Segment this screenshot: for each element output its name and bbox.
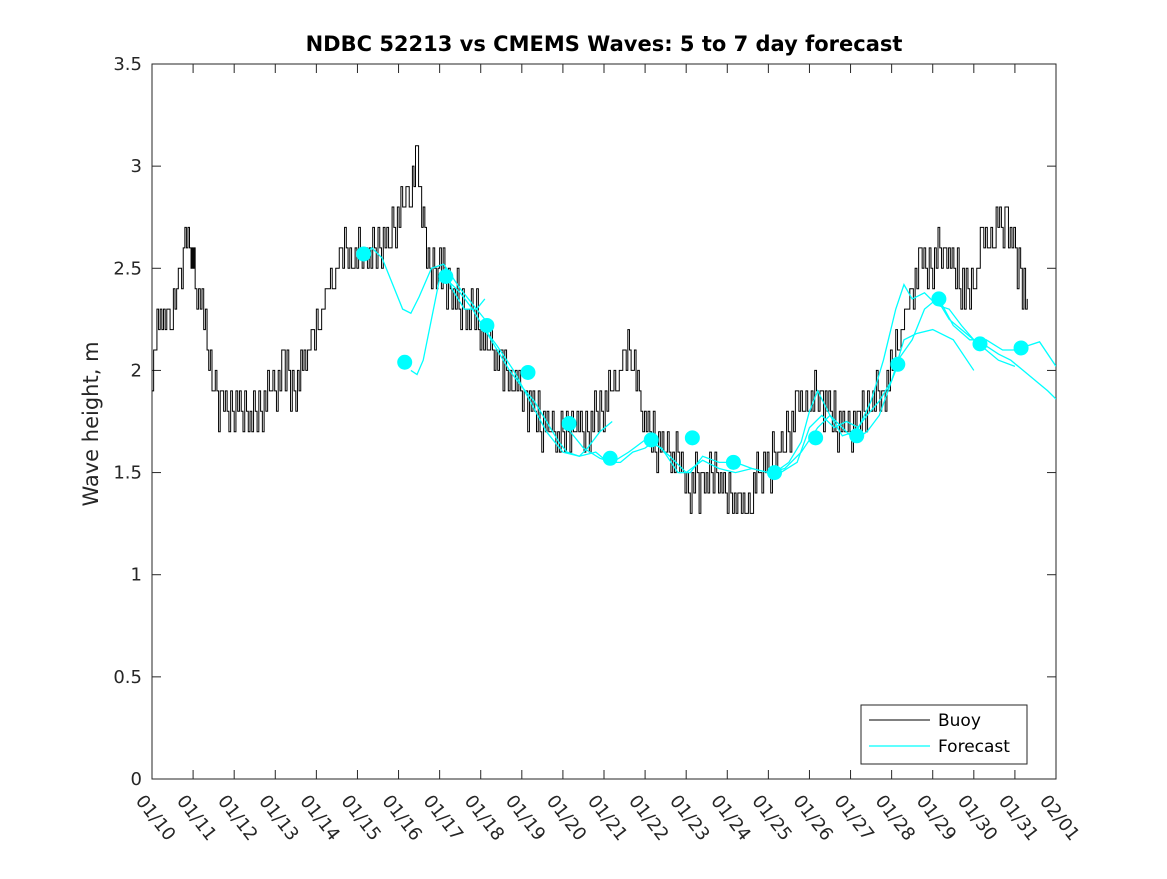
forecast-line: [938, 298, 1056, 367]
x-tick-label: 01/28: [871, 791, 919, 845]
forecast-line: [652, 414, 860, 474]
x-tick-label: 01/24: [706, 791, 754, 845]
x-tick-label: 01/21: [583, 791, 631, 845]
x-tick-label: 01/14: [295, 791, 343, 845]
y-tick-label: 0.5: [113, 667, 142, 688]
x-tick-label: 01/30: [953, 791, 1001, 845]
forecast-marker: [520, 364, 536, 380]
legend-label-buoy: Buoy: [938, 711, 981, 731]
forecast-marker: [931, 291, 947, 307]
legend-label-forecast: Forecast: [938, 737, 1010, 757]
forecast-marker: [808, 430, 824, 446]
x-tick-label: 01/16: [378, 791, 426, 845]
x-tick-label: 01/11: [172, 791, 220, 845]
legend: Buoy Forecast: [860, 704, 1028, 765]
x-tick-label: 01/23: [665, 791, 713, 845]
forecast-marker: [602, 450, 618, 466]
y-tick-label: 1.5: [113, 463, 142, 484]
forecast-marker: [972, 336, 988, 352]
x-tick-label: 01/10: [131, 791, 179, 845]
x-tick-label: 01/19: [501, 791, 549, 845]
forecast-marker: [643, 432, 659, 448]
x-tick-label: 01/29: [912, 791, 960, 845]
forecast-marker: [684, 430, 700, 446]
forecast-marker: [561, 416, 577, 432]
y-tick-label: 1: [131, 565, 142, 586]
y-tick-label: 3.5: [113, 54, 142, 75]
chart-title: NDBC 52213 vs CMEMS Waves: 5 to 7 day fo…: [306, 32, 903, 56]
forecast-marker: [849, 428, 865, 444]
forecast-marker: [479, 317, 495, 333]
forecast-line: [363, 246, 486, 320]
y-tick-label: 0: [131, 769, 142, 790]
y-axis-label: Wave height, m: [79, 341, 103, 506]
y-tick-label: 3: [131, 156, 142, 177]
forecast-marker: [767, 465, 783, 481]
x-tick-label: 01/22: [624, 791, 672, 845]
x-tick-label: 01/13: [254, 791, 302, 845]
x-tick-label: 01/26: [789, 791, 837, 845]
x-tick-label: 02/01: [1035, 791, 1083, 845]
forecast-marker: [890, 356, 906, 372]
forecast-line: [410, 266, 486, 376]
x-tick-label: 01/15: [337, 791, 385, 845]
forecast-marker: [356, 246, 372, 262]
buoy-line: [152, 145, 1028, 514]
y-tick-label: 2.5: [113, 258, 142, 279]
forecast-marker: [438, 268, 454, 284]
x-tick-label: 01/12: [213, 791, 261, 845]
x-tick-label: 01/31: [994, 791, 1042, 845]
forecast-line: [445, 278, 613, 457]
forecast-line: [856, 283, 1016, 432]
forecast-marker: [1013, 340, 1029, 356]
x-tick-label: 01/25: [747, 791, 795, 845]
forecast-marker: [725, 454, 741, 470]
x-tick-label: 01/17: [419, 791, 467, 845]
forecast-marker: [397, 354, 413, 370]
legend-box: [860, 704, 1028, 765]
x-tick-label: 01/18: [460, 791, 508, 845]
forecast-line: [484, 329, 654, 464]
x-tick-label: 01/20: [542, 791, 590, 845]
x-tick-label: 01/27: [830, 791, 878, 845]
axes-frame: [151, 63, 1057, 780]
y-tick-label: 2: [131, 360, 142, 381]
